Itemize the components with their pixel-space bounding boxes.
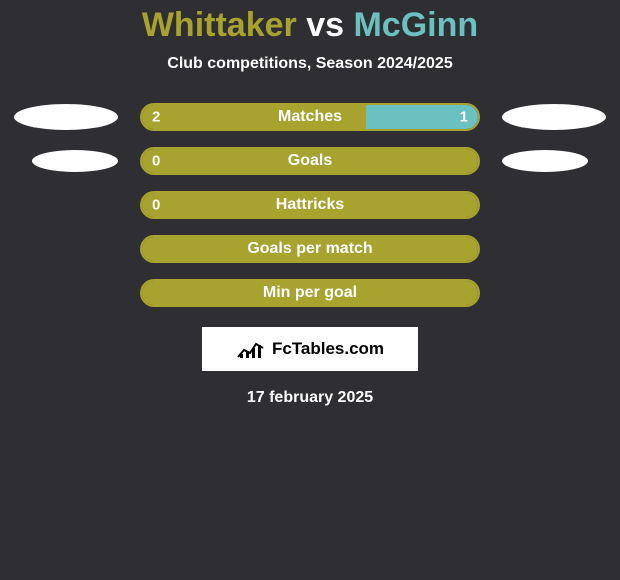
avatar-placeholder-left (32, 150, 118, 172)
stat-value-right: 1 (460, 109, 468, 126)
stat-value-left: 2 (152, 109, 160, 126)
avatar-placeholder-right (502, 150, 588, 172)
avatar-placeholder-right (502, 104, 606, 130)
date-text: 17 february 2025 (0, 389, 620, 407)
stat-row: Goals per match (0, 235, 620, 263)
title-player2: McGinn (353, 6, 478, 44)
stat-label: Goals per match (247, 240, 372, 258)
stat-row: 0 Hattricks (0, 191, 620, 219)
infographic-page: Whittaker vs McGinn Club competitions, S… (0, 0, 620, 580)
title-player1: Whittaker (142, 6, 297, 44)
brand-badge: FcTables.com (202, 327, 418, 371)
stat-label: Min per goal (263, 284, 357, 302)
title-vs: vs (306, 6, 344, 44)
stat-label: Matches (278, 108, 342, 126)
stat-label: Goals (288, 152, 332, 170)
stat-row: 0 Goals (0, 147, 620, 175)
stat-label: Hattricks (276, 196, 344, 214)
stat-bar: Goals per match (140, 235, 480, 263)
subtitle: Club competitions, Season 2024/2025 (0, 55, 620, 73)
stat-value-left: 0 (152, 153, 160, 170)
page-title: Whittaker vs McGinn (0, 6, 620, 45)
stat-row: 2 1 Matches (0, 103, 620, 131)
stat-bar: 2 1 Matches (140, 103, 480, 131)
avatar-placeholder-left (14, 104, 118, 130)
stat-bar: 0 Hattricks (140, 191, 480, 219)
stat-row: Min per goal (0, 279, 620, 307)
stat-value-left: 0 (152, 197, 160, 214)
brand-logo-icon (236, 339, 268, 359)
stat-bar: 0 Goals (140, 147, 480, 175)
stat-rows: 2 1 Matches 0 Goals 0 Hattricks Goals per match… (0, 103, 620, 307)
stat-bar: Min per goal (140, 279, 480, 307)
brand-text: FcTables.com (272, 339, 384, 359)
